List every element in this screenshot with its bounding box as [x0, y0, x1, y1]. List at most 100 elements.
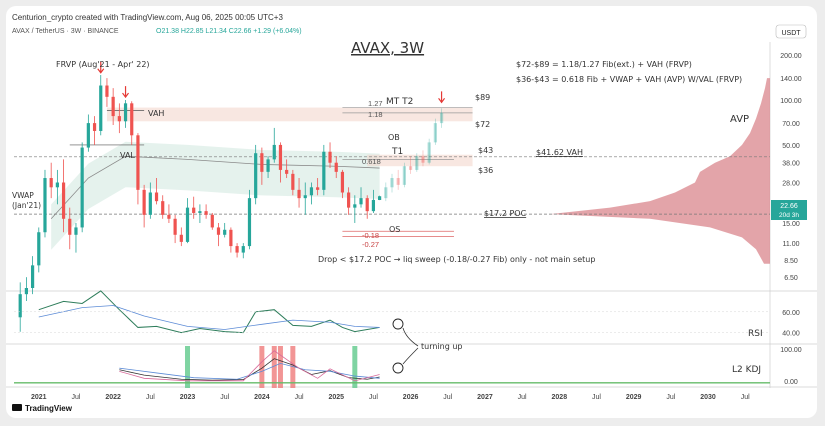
- drop-note: Drop < $17.2 POC → liq sweep (-0.18/-0.2…: [318, 255, 595, 264]
- avp-label: AVP: [730, 114, 749, 125]
- chart-title: AVAX, 3W: [351, 39, 424, 57]
- fib-neg027-label: -0.27: [362, 240, 379, 249]
- price-tick-9: 11.00: [783, 241, 800, 248]
- proj-candle-body-1: [390, 178, 394, 188]
- tradingview-chart[interactable]: Centurion_crypto created with TradingVie…: [6, 6, 817, 418]
- kdj-signal-bar-1: [259, 346, 265, 388]
- projection-candles: [384, 108, 444, 202]
- candle-body-27: [185, 207, 190, 242]
- price-72-label: $72: [475, 120, 490, 129]
- candle-body-32: [216, 227, 221, 235]
- volume-profile-area: [550, 78, 770, 264]
- kdj-signal-bars: [185, 346, 358, 388]
- rsi-pane[interactable]: RSI: [14, 290, 770, 339]
- candle-body-17: [123, 103, 128, 122]
- candle-body-7: [61, 182, 66, 219]
- avp-volume-profile: [550, 78, 770, 264]
- target-1-note: $36-$43 = 0.618 Fib + VWAP + VAH (AVP) W…: [516, 75, 742, 84]
- candle-body-10: [80, 147, 84, 228]
- price-pane[interactable]: AVAX, 3W FRVP (Aug'21 - Apr' 22) VAH VAL…: [12, 39, 770, 332]
- kdj-signal-bar-4: [290, 346, 296, 388]
- candle-body-58: [378, 196, 382, 200]
- candle-body-29: [198, 211, 202, 213]
- candle-body-24: [167, 214, 171, 219]
- time-tick-11: Jul: [443, 394, 452, 401]
- candle-body-40: [266, 159, 270, 172]
- candle-body-36: [241, 246, 245, 253]
- proj-candle-body-6: [421, 156, 425, 163]
- candle-body-56: [365, 198, 369, 212]
- kdj-signal-bar-3: [277, 346, 283, 388]
- candle-body-21: [148, 192, 152, 215]
- candle-body-26: [179, 234, 183, 242]
- candle-body-51: [334, 162, 338, 172]
- time-tick-5: Jul: [220, 394, 229, 401]
- vwap-line-2: (Jan'21): [12, 201, 41, 210]
- candle-body-4: [43, 178, 47, 233]
- rsi-series-1: [38, 305, 380, 330]
- proj-candle-body-2: [396, 178, 400, 185]
- proj-candle-body-9: [439, 112, 444, 124]
- red-arrows: [97, 61, 446, 104]
- kdj-label: L2 KDJ: [732, 365, 761, 375]
- proj-candle-body-8: [433, 123, 437, 143]
- time-tick-13: Jul: [518, 394, 527, 401]
- price-tick-1: 140.00: [780, 76, 802, 83]
- rsi-lines: [14, 290, 770, 334]
- kdj-pane[interactable]: turning up L2 KDJ: [14, 342, 770, 388]
- time-axis[interactable]: 2021 Jul 2022 Jul 2023 Jul 2024 Jul 2025 Jul 2026 J…: [31, 394, 750, 401]
- target-zones: [106, 107, 473, 167]
- tradingview-logo[interactable]: TradingView: [12, 404, 73, 413]
- candle-body-54: [353, 204, 357, 208]
- candle-body-42: [278, 144, 283, 170]
- currency-badge[interactable]: [775, 24, 807, 39]
- red-arrow-2: [438, 91, 446, 104]
- fib-127-label: 1.27: [368, 99, 383, 108]
- price-89-label: $89: [475, 93, 490, 102]
- author-credit: Centurion_crypto created with TradingVie…: [12, 13, 283, 22]
- candle-body-5: [49, 178, 53, 188]
- chart-card: Centurion_crypto created with TradingVie…: [6, 6, 817, 418]
- price-tick-4: 50.00: [782, 143, 800, 150]
- candle-body-3: [37, 232, 41, 266]
- candle-body-8: [68, 218, 72, 235]
- rsi-scale: 60.00 40.00: [782, 310, 800, 338]
- time-tick-6: 2024: [254, 394, 270, 401]
- val-label: VAL: [120, 151, 135, 160]
- price-scale[interactable]: 200.00 140.00 100.00 70.00 50.00 38.00 28.00 20…: [780, 53, 802, 282]
- zone-t2: [106, 107, 473, 122]
- bar-countdown: 20d 3h: [779, 212, 799, 219]
- time-tick-10: 2026: [403, 394, 419, 401]
- proj-candle-body-7: [427, 142, 431, 163]
- rsi-series-0: [38, 290, 380, 334]
- rsi-tick-0: 60.00: [782, 310, 800, 317]
- mt-t2-label: MT T2: [386, 97, 413, 107]
- time-tick-18: 2030: [700, 394, 716, 401]
- rsi-highlight-circle: [392, 318, 404, 330]
- candle-body-23: [161, 201, 165, 215]
- kdj-tick-0: 100.00: [780, 347, 802, 354]
- time-tick-0: 2021: [31, 394, 47, 401]
- fib-neg018-label: -0.18: [362, 231, 379, 240]
- time-tick-4: 2023: [180, 394, 196, 401]
- candle-body-13: [99, 85, 103, 131]
- os-label: OS: [389, 225, 400, 234]
- target-2-note: $72-$89 = 1.18/1.27 Fib(ext.) + VAH (FRV…: [516, 60, 692, 69]
- candle-body-15: [111, 96, 115, 117]
- fib-118-label: 1.18: [368, 110, 383, 119]
- candle-body-50: [328, 151, 332, 163]
- price-tick-10: 8.50: [784, 258, 798, 265]
- time-tick-14: 2028: [552, 394, 568, 401]
- ob-label: OB: [388, 133, 400, 142]
- price-tick-6: 28.00: [782, 181, 800, 188]
- time-tick-16: 2029: [626, 394, 642, 401]
- candle-body-41: [272, 144, 276, 160]
- rsi-tick-1: 40.00: [782, 331, 800, 338]
- candle-body-28: [192, 207, 196, 213]
- kdj-signal-bar-5: [352, 346, 358, 388]
- candle-body-12: [92, 123, 97, 131]
- candle-body-34: [229, 229, 233, 247]
- candle-body-33: [223, 229, 227, 235]
- candle-body-22: [154, 192, 159, 202]
